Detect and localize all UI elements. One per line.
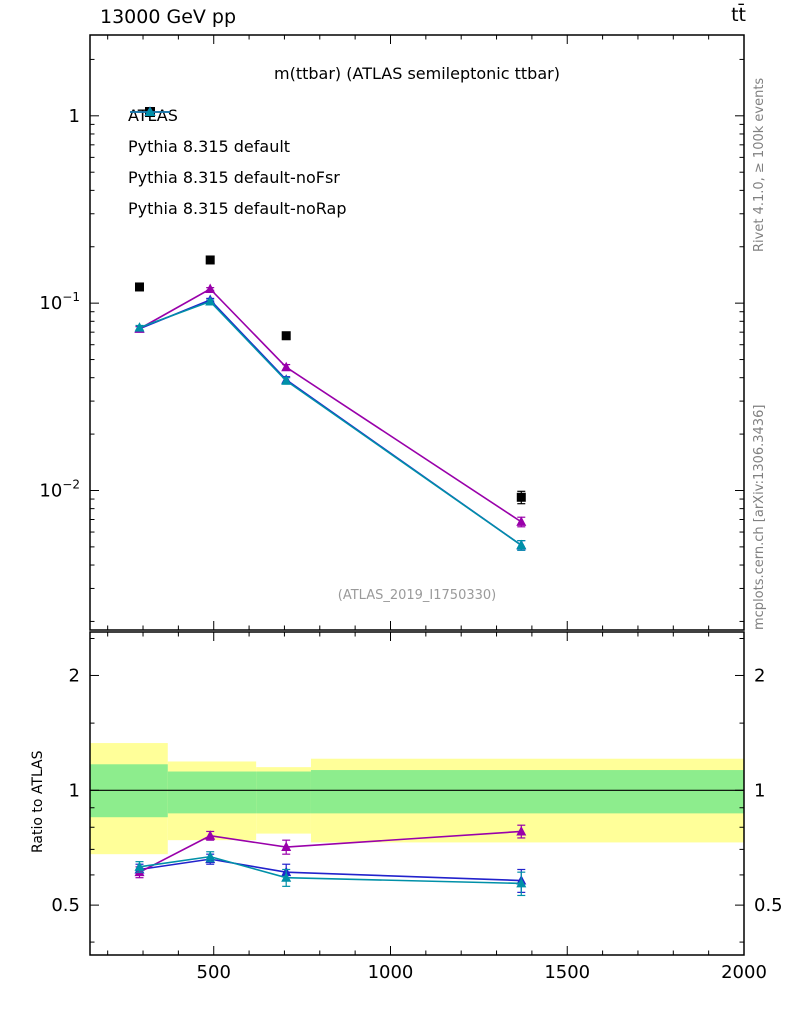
data-point-triangle (516, 539, 527, 550)
data-point-triangle (516, 877, 527, 888)
x-tick-label: 2000 (721, 962, 767, 983)
data-point-triangle (205, 830, 216, 840)
data-point-triangle (281, 841, 292, 852)
ratio-y-tick-label: 0.5 (51, 895, 80, 916)
legend-label: Pythia 8.315 default-noFsr (128, 167, 340, 187)
analysis-watermark: (ATLAS_2019_I1750330) (337, 588, 497, 603)
data-point-square (281, 331, 291, 341)
ratio-y-tick-label: 2 (69, 665, 80, 686)
data-point-triangle (281, 872, 292, 882)
uncertainty-bands (90, 743, 744, 855)
ratio-y-tick-label-right: 0.5 (754, 895, 783, 916)
mcplots-url-label: mcplots.cern.ch [arXiv:1306.3436] (752, 404, 767, 630)
beam-energy-label: 13000 GeV pp (100, 6, 237, 28)
y-tick-label: 10−1 (39, 290, 80, 314)
legend-item: Pythia 8.315 default (128, 106, 346, 157)
data-point-triangle (281, 375, 292, 385)
data-point-triangle (205, 283, 216, 293)
x-tick-label: 500 (197, 962, 231, 983)
ratio-y-tick-label-right: 1 (754, 780, 765, 801)
panel-frames (89, 34, 745, 956)
legend-label: Pythia 8.315 default-noRap (128, 198, 347, 218)
rivet-version-label: Rivet 4.1.0, ≥ 100k events (752, 77, 767, 252)
ratio-panel-series (134, 824, 527, 897)
x-tick-label: 1000 (368, 962, 414, 983)
data-point-triangle (281, 361, 292, 372)
ratio-axis-label: Ratio to ATLAS (30, 750, 46, 853)
data-point-triangle (205, 296, 216, 306)
legend-item: Pythia 8.315 default-noRap (128, 106, 347, 219)
triangle-marker-icon (130, 106, 170, 116)
data-point-square (516, 492, 526, 502)
data-point-square (205, 255, 215, 265)
data-point-square (134, 282, 144, 292)
data-point-triangle (134, 322, 145, 332)
process-label: tt̄ (731, 4, 746, 26)
plot-title: m(ttbar) (ATLAS semileptonic ttbar) (274, 64, 560, 83)
ratio-y-tick-label: 1 (69, 780, 80, 801)
legend-label: Pythia 8.315 default (128, 136, 291, 156)
y-tick-label: 10−2 (39, 477, 80, 501)
data-point-triangle (516, 516, 527, 526)
data-point-triangle (516, 825, 527, 836)
legend-item: Pythia 8.315 default-noFsr (128, 106, 346, 188)
main-panel-series (134, 255, 527, 551)
x-tick-label: 1500 (544, 962, 590, 983)
y-tick-label: 1 (69, 106, 80, 127)
data-point-triangle (134, 861, 145, 871)
data-point-triangle (205, 851, 216, 861)
ratio-y-tick-label-right: 2 (754, 665, 765, 686)
